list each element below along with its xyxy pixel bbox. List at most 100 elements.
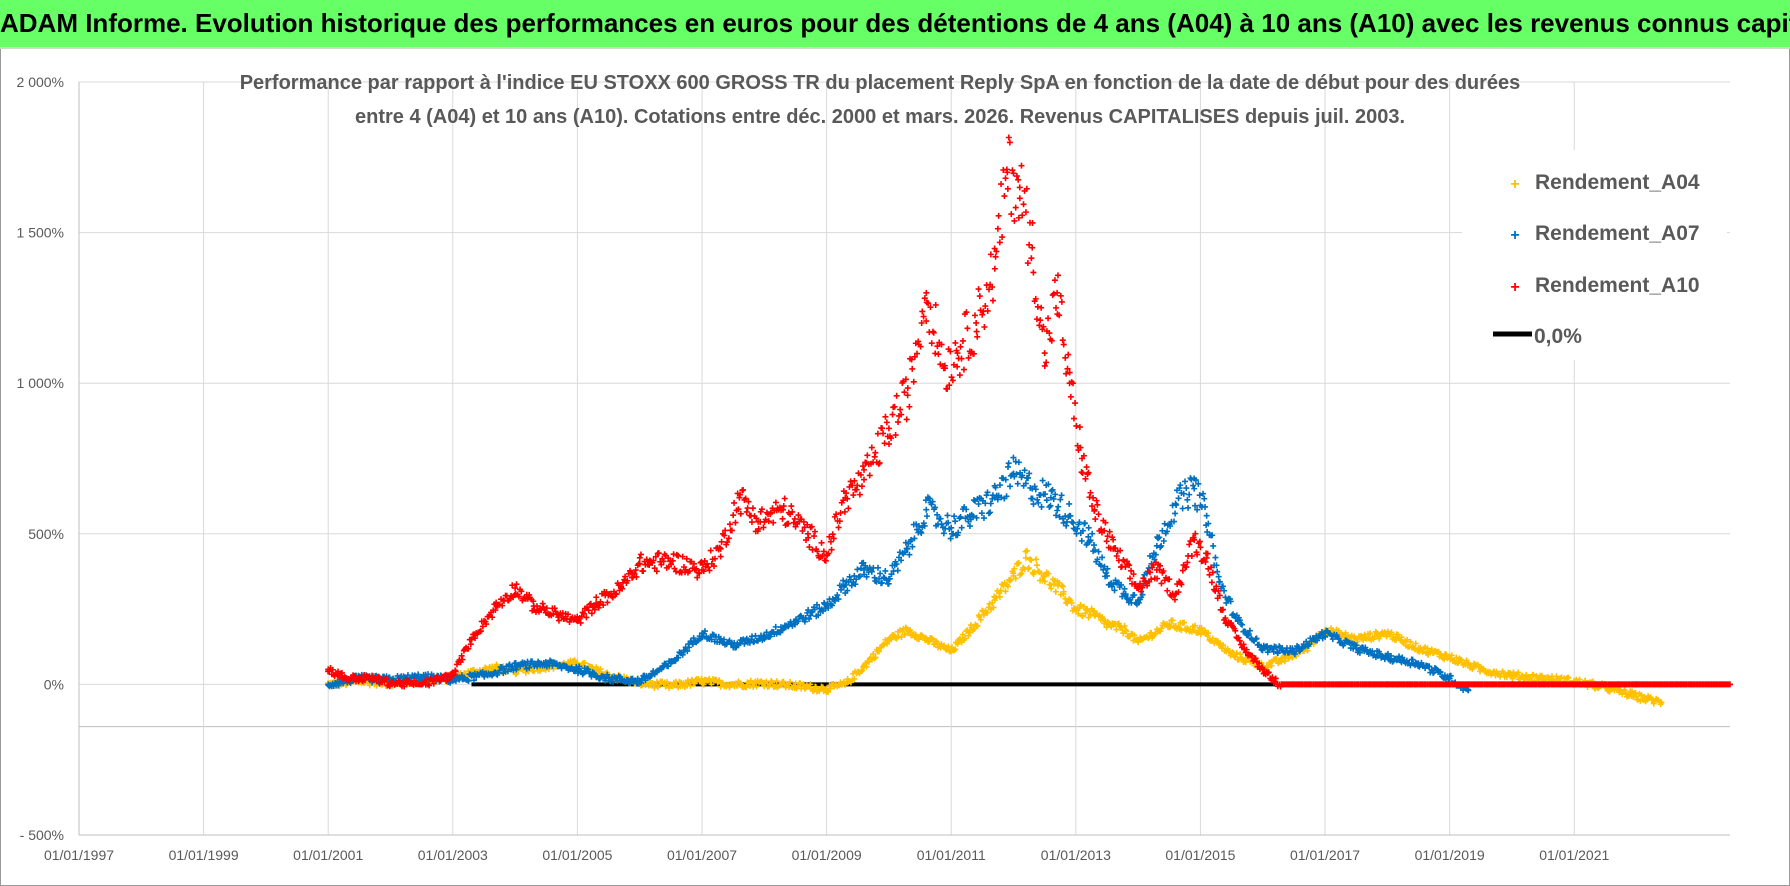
data-marker	[951, 513, 958, 520]
data-marker	[593, 594, 600, 601]
data-marker	[1091, 607, 1098, 614]
data-marker	[1021, 467, 1028, 474]
data-marker	[985, 510, 992, 517]
data-marker	[903, 416, 910, 423]
data-marker	[820, 548, 827, 555]
x-axis: 01/01/1997 01/01/1999 01/01/2001 01/01/2003…	[44, 847, 1610, 863]
data-marker	[1037, 317, 1044, 324]
data-marker	[1335, 635, 1342, 642]
data-marker	[1464, 686, 1471, 693]
data-marker	[962, 635, 969, 642]
data-marker	[993, 248, 1000, 255]
data-marker	[1507, 670, 1514, 677]
data-marker	[946, 382, 953, 389]
data-marker	[854, 566, 861, 573]
data-marker	[841, 508, 848, 515]
data-point	[923, 289, 930, 296]
data-marker	[335, 682, 342, 689]
data-marker	[964, 325, 971, 332]
data-marker	[910, 378, 917, 385]
data-marker	[1138, 588, 1145, 595]
data-marker	[1196, 538, 1203, 545]
data-marker	[1094, 556, 1101, 563]
data-marker	[1076, 605, 1083, 612]
data-marker	[1063, 518, 1070, 525]
data-marker	[995, 212, 1002, 219]
data-marker	[828, 546, 835, 553]
data-marker	[1204, 550, 1211, 557]
data-marker	[1033, 562, 1040, 569]
data-marker	[1164, 528, 1171, 535]
data-marker	[526, 664, 533, 671]
data-marker	[1221, 616, 1228, 623]
data-marker	[622, 573, 629, 580]
data-marker	[1087, 537, 1094, 544]
data-marker	[1063, 370, 1070, 377]
data-marker	[1205, 520, 1212, 527]
data-marker	[686, 644, 693, 651]
data-marker	[1183, 485, 1190, 492]
data-marker	[1419, 648, 1426, 655]
data-marker	[990, 604, 997, 611]
data-marker	[1050, 495, 1057, 502]
data-marker	[888, 435, 895, 442]
data-marker	[1056, 312, 1063, 319]
data-marker	[1070, 415, 1077, 422]
data-marker	[898, 557, 905, 564]
x-tick-label: 01/01/2005	[542, 847, 612, 863]
data-marker	[972, 312, 979, 319]
data-marker	[1038, 503, 1045, 510]
data-marker	[909, 365, 916, 372]
data-marker	[668, 561, 675, 568]
data-marker	[776, 504, 783, 511]
data-marker	[1249, 652, 1256, 659]
x-tick-label: 01/01/2015	[1165, 847, 1235, 863]
data-marker	[1123, 628, 1130, 635]
data-marker	[369, 672, 376, 679]
data-marker	[945, 643, 952, 650]
data-marker	[959, 631, 966, 638]
data-marker	[1034, 496, 1041, 503]
data-marker	[737, 510, 744, 517]
data-marker	[1052, 491, 1059, 498]
data-marker	[835, 524, 842, 531]
data-marker	[1657, 701, 1664, 708]
data-marker	[631, 570, 638, 577]
data-marker	[658, 561, 665, 568]
data-marker	[822, 557, 829, 564]
data-marker	[1235, 634, 1242, 641]
data-marker	[1006, 577, 1013, 584]
data-marker	[1135, 599, 1142, 606]
data-marker	[1179, 505, 1186, 512]
data-marker	[509, 582, 516, 589]
data-marker	[992, 484, 999, 491]
data-marker	[989, 283, 996, 290]
data-marker	[1274, 650, 1281, 657]
data-marker	[909, 543, 916, 550]
data-marker	[958, 524, 965, 531]
data-marker	[1196, 492, 1203, 499]
data-marker	[1175, 589, 1182, 596]
data-marker	[875, 460, 882, 467]
data-marker	[1062, 354, 1069, 361]
data-marker	[1009, 167, 1016, 174]
data-marker	[860, 463, 867, 470]
data-marker	[653, 568, 660, 575]
data-marker	[889, 411, 896, 418]
data-marker	[799, 527, 806, 534]
data-marker	[1121, 622, 1128, 629]
data-marker	[1216, 592, 1223, 599]
data-marker	[665, 663, 672, 670]
data-marker	[1200, 490, 1207, 497]
data-marker	[947, 535, 954, 542]
data-marker	[1063, 522, 1070, 529]
data-marker	[1016, 195, 1023, 202]
data-marker	[960, 366, 967, 373]
data-marker	[982, 500, 989, 507]
data-marker	[596, 675, 603, 682]
data-marker	[637, 551, 644, 558]
data-marker	[906, 403, 913, 410]
data-marker	[1192, 622, 1198, 629]
data-marker	[1104, 618, 1111, 625]
data-marker	[1012, 575, 1019, 582]
